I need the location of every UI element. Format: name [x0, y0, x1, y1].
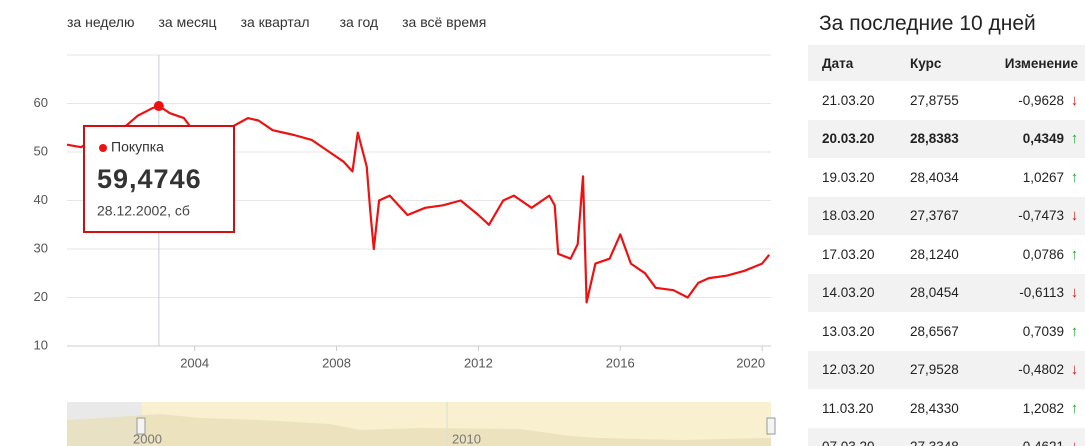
table-cell: 1,2082	[1022, 400, 1064, 416]
navigator-label: 2000	[133, 431, 162, 446]
table-header: Дата Курс Изменение	[808, 45, 1085, 81]
table-row: 13.03.20 28,6567 0,7039 ↑	[808, 312, 1085, 351]
navigator-handle	[766, 417, 776, 435]
y-tick-label: 60	[34, 95, 48, 110]
table-cell: -0,7473	[1018, 208, 1064, 224]
x-tick-label: 2008	[322, 355, 351, 370]
table-row: 19.03.20 28,4034 1,0267 ↑	[808, 158, 1085, 197]
table-cell: ↓	[1064, 438, 1085, 446]
table-cell: 20.03.20	[822, 131, 875, 147]
table-cell: 28,4330	[910, 400, 959, 416]
period-tab[interactable]: за всё время	[402, 14, 487, 30]
table-cell: 27,8755	[910, 92, 959, 108]
tooltip-box	[83, 125, 235, 233]
chart: 10 20 30 40 50 60 2004 2008 2012 2016 2020 Покупка 5…	[34, 54, 776, 446]
table-cell: 28,0454	[910, 285, 959, 301]
header-cell: Курс	[910, 55, 942, 71]
table-row: 21.03.20 27,8755 -0,9628 ↓	[808, 81, 1085, 120]
table-cell: -0,6113	[1019, 285, 1064, 301]
navigator-handle	[136, 417, 146, 435]
table-cell: ↑	[1070, 168, 1079, 186]
table-cell: ↑	[1070, 245, 1079, 263]
x-tick-label: 2004	[180, 355, 209, 370]
table-cell: 17.03.20	[822, 246, 875, 262]
tooltip-value: 59,4746	[97, 164, 202, 194]
table-row: 17.03.20 28,1240 0,0786 ↑	[808, 235, 1085, 274]
tooltip-date: 28.12.2002, сб	[97, 203, 190, 219]
header-cell: Изменение	[1004, 55, 1078, 71]
table-cell: 28,1240	[910, 246, 959, 262]
table-body: Дата Курс Изменение 21.03.20 27,8755 -0,9628 ↓…	[808, 45, 1085, 446]
y-tick-label: 40	[34, 192, 48, 207]
price-line	[66, 104, 771, 304]
y-tick-label: 30	[34, 240, 48, 255]
table-cell: 07.03.20	[808, 439, 910, 446]
table-row: 18.03.20 27,3767 -0,7473 ↓	[808, 196, 1085, 235]
table-cell: ↓	[1070, 91, 1079, 109]
tooltip-dot	[99, 144, 107, 152]
table-cell: 0,0786	[1022, 246, 1064, 262]
y-tick-label: 50	[34, 143, 48, 158]
table-cell: 18.03.20	[822, 208, 875, 224]
table-cell: ↑	[1070, 130, 1079, 148]
table-row: 14.03.20 28,0454 -0,6113 ↓	[808, 273, 1085, 312]
highlight-point	[153, 101, 164, 112]
y-tick-label: 10	[34, 337, 48, 352]
table-cell: ↓	[1070, 284, 1079, 302]
table-cell: ↓	[1070, 361, 1079, 379]
table-cell: ↓	[1070, 207, 1079, 225]
table-cell: 21.03.20	[822, 92, 875, 108]
period-tabs: за неделю за месяц за квартал за год за всё …	[67, 14, 510, 30]
y-tick-label: 20	[34, 289, 48, 304]
table-cell: 0,7039	[1022, 323, 1064, 339]
table-cell: ↑	[1070, 399, 1079, 417]
period-tab[interactable]: за неделю	[67, 14, 135, 30]
period-tab[interactable]: за год	[339, 14, 379, 30]
table-cell: 0,4349	[1022, 131, 1064, 147]
table-cell: ↑	[1070, 322, 1079, 340]
table-cell: -0,4621	[990, 439, 1064, 446]
table-row: 11.03.20 28,4330 1,2082 ↑	[808, 389, 1085, 428]
table-cell: -0,9628	[1018, 92, 1064, 108]
navigator-label: 2010	[452, 431, 481, 446]
period-tab[interactable]: за месяц	[158, 14, 217, 30]
x-tick-label: 2012	[464, 355, 493, 370]
x-tick-label: 2016	[606, 355, 635, 370]
table-cell: 14.03.20	[822, 285, 875, 301]
header-cell: Дата	[822, 55, 854, 71]
table-row: 20.03.20 28,8383 0,4349 ↑	[808, 119, 1085, 158]
tooltip-series: Покупка	[111, 139, 164, 155]
table-cell: 28,4034	[910, 169, 959, 185]
table-title: За последние 10 дней	[819, 12, 1036, 35]
table-cell: 27,3348	[910, 439, 990, 446]
table-cell: 28,6567	[910, 323, 959, 339]
table-cell: -0,4802	[1018, 362, 1064, 378]
table-cell: 27,9528	[910, 362, 959, 378]
table-cell: 1,0267	[1022, 169, 1064, 185]
period-tab[interactable]: за квартал	[240, 14, 310, 30]
table-cell: 12.03.20	[822, 362, 875, 378]
x-tick-label: 2020	[736, 355, 765, 370]
rates-table: За последние 10 дней Дата Курс Изменение 21…	[808, 0, 1085, 446]
table-cell: 28,8383	[910, 131, 959, 147]
tooltip: Покупка 59,4746 28.12.2002, сб	[83, 125, 235, 233]
table-row: 12.03.20 27,9528 -0,4802 ↓	[808, 350, 1085, 389]
table-cell: 13.03.20	[822, 323, 875, 339]
navigator-area	[67, 414, 771, 446]
table-cell: 27,3767	[910, 208, 959, 224]
table-cell: 19.03.20	[822, 169, 875, 185]
table-cell: 11.03.20	[822, 400, 874, 416]
